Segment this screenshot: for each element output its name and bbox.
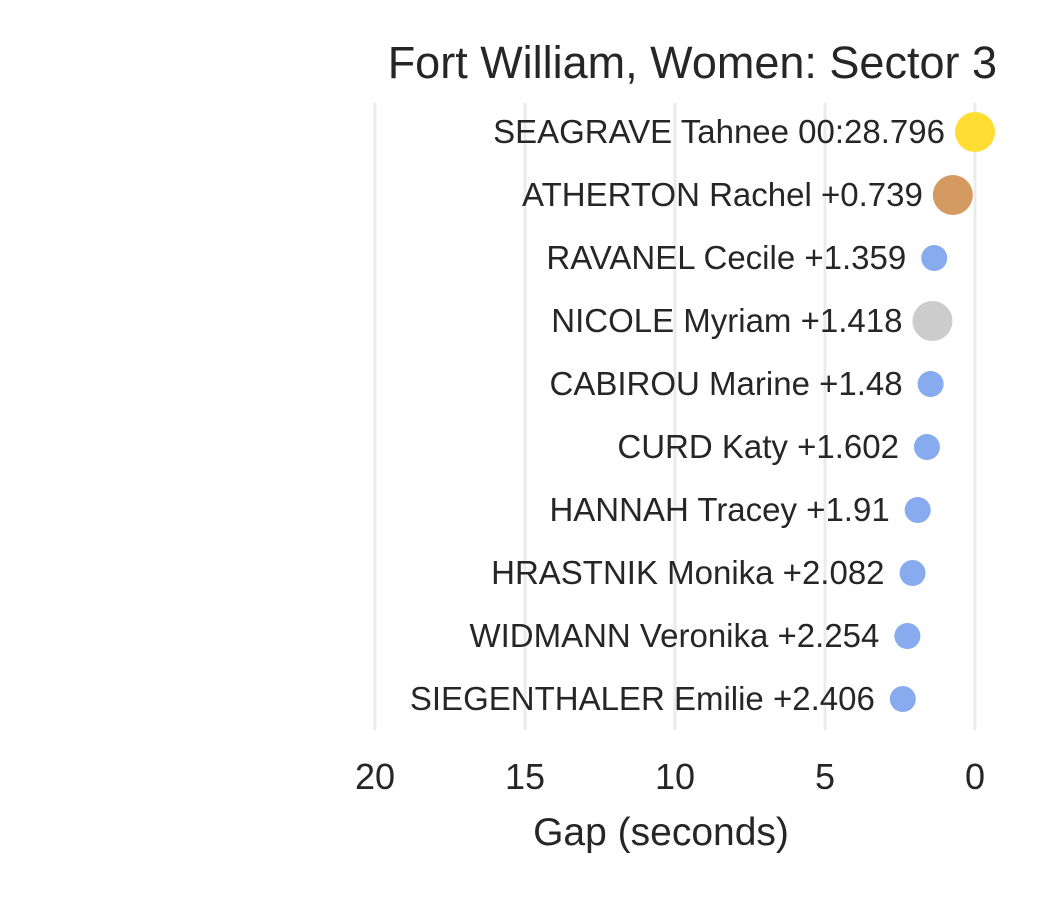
data-point: [904, 497, 931, 523]
rider-label: HANNAH Tracey +1.91: [549, 491, 889, 528]
rider-label: ATHERTON Rachel +0.739: [522, 176, 923, 213]
x-tick-label: 0: [965, 756, 985, 797]
rider-label: WIDMANN Veronika +2.254: [469, 617, 879, 654]
data-point: [932, 175, 973, 215]
chart-title: Fort William, Women: Sector 3: [388, 37, 997, 88]
rider-label: SIEGENTHALER Emilie +2.406: [410, 680, 875, 717]
data-point: [921, 245, 948, 271]
data-point: [917, 371, 944, 397]
data-point: [899, 560, 926, 586]
data-point: [912, 301, 953, 341]
x-tick-label: 10: [655, 756, 695, 797]
x-axis-ticks: 20 15 10 5 0: [355, 756, 985, 797]
x-axis-label: Gap (seconds): [533, 811, 789, 854]
x-tick-label: 5: [815, 756, 835, 797]
rider-label: RAVANEL Cecile +1.359: [546, 239, 906, 276]
rider-label: HRASTNIK Monika +2.082: [491, 554, 884, 591]
data-points: [889, 112, 995, 712]
rider-label: CABIROU Marine +1.48: [550, 365, 903, 402]
rider-label: SEAGRAVE Tahnee 00:28.796: [493, 113, 945, 150]
gridlines: [373, 103, 977, 730]
data-point: [894, 623, 921, 649]
data-point: [913, 434, 940, 460]
x-tick-label: 15: [505, 756, 545, 797]
data-point: [955, 112, 995, 152]
rider-label: NICOLE Myriam +1.418: [551, 302, 902, 339]
x-tick-label: 20: [355, 756, 395, 797]
rider-labels: SEAGRAVE Tahnee 00:28.796 ATHERTON Rachel…: [410, 113, 945, 717]
data-point: [889, 686, 916, 712]
rider-label: CURD Katy +1.602: [617, 428, 899, 465]
